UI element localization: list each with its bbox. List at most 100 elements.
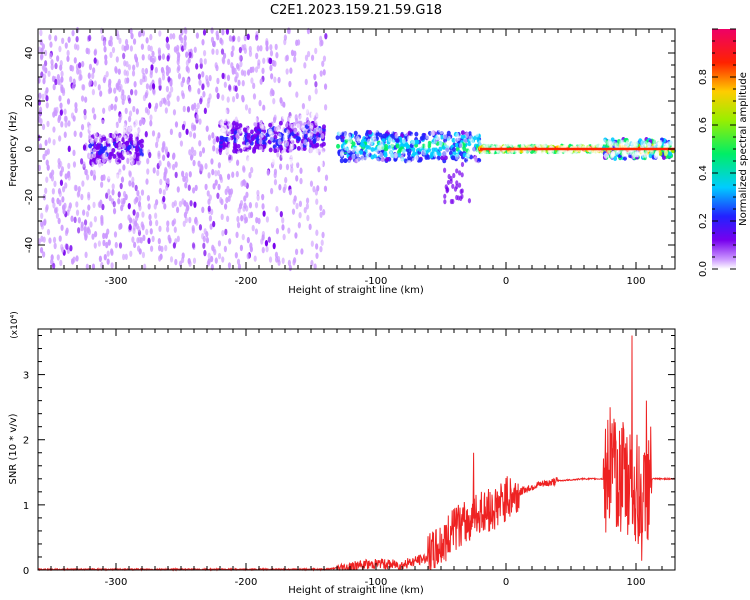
spectrogram-cell bbox=[85, 169, 89, 176]
spectrogram-cell bbox=[455, 184, 459, 190]
spectrogram-cell bbox=[365, 152, 370, 159]
spectrogram-cell bbox=[640, 150, 645, 157]
spectrogram-cell bbox=[309, 124, 314, 131]
spectrogram-cell bbox=[60, 224, 64, 231]
spectrogram-cell bbox=[307, 94, 312, 102]
spectrogram-cell bbox=[317, 165, 321, 173]
spectrogram-cell bbox=[484, 151, 489, 158]
spectrogram-cell bbox=[310, 54, 315, 61]
spectrogram-cell bbox=[138, 148, 143, 153]
spectrogram-cell bbox=[90, 119, 95, 126]
spectrogram-cell bbox=[186, 78, 190, 85]
spectrogram-marks bbox=[37, 26, 676, 272]
spectrogram-cell bbox=[162, 195, 166, 203]
spectrogram-cell bbox=[463, 137, 468, 144]
spectrogram-cell bbox=[460, 161, 465, 168]
spectrogram-cell bbox=[135, 196, 139, 203]
spec-y-tick-label: 20 bbox=[24, 95, 35, 108]
spectrogram-cell bbox=[51, 197, 55, 204]
spectrogram-cell bbox=[145, 37, 149, 44]
spectrogram-cell bbox=[658, 139, 663, 146]
spectrogram-cell bbox=[599, 140, 604, 147]
spectrogram-cell bbox=[210, 158, 214, 165]
spectrogram-cell bbox=[375, 157, 380, 164]
spectrogram-cell bbox=[527, 139, 532, 146]
spectrogram-cell bbox=[393, 152, 398, 159]
spectrogram-cell bbox=[281, 224, 285, 231]
spectrogram-cell bbox=[73, 184, 77, 192]
spectrogram-cell bbox=[106, 169, 111, 176]
spectrogram-cell bbox=[283, 38, 287, 46]
spectrogram-cell bbox=[339, 158, 344, 164]
spectrogram-cell bbox=[239, 60, 243, 68]
spectrogram-cell bbox=[395, 143, 400, 149]
spectrogram-cell bbox=[336, 143, 341, 149]
spectrogram-cell bbox=[301, 102, 306, 110]
spectrogram-ylabel: Frequency (Hz) bbox=[8, 111, 19, 187]
spectrogram-cell bbox=[242, 140, 247, 146]
spectrogram-cell bbox=[265, 45, 269, 52]
spectrogram-cell bbox=[236, 221, 241, 229]
spectrogram-cell bbox=[352, 166, 357, 173]
spectrogram-cell bbox=[314, 47, 318, 55]
spectrogram-cell bbox=[438, 115, 443, 122]
spectrogram-cell bbox=[164, 168, 168, 175]
spectrogram-cell bbox=[460, 130, 465, 136]
spectrogram-cell bbox=[460, 193, 464, 200]
spectrogram-cell bbox=[155, 102, 159, 110]
spectrogram-cell bbox=[144, 106, 149, 114]
spectrogram-cell bbox=[64, 182, 68, 189]
spectrogram-cell bbox=[78, 62, 82, 69]
spectrogram-cell bbox=[372, 119, 377, 126]
spectrogram-cell bbox=[287, 259, 291, 267]
spectrogram-cell bbox=[250, 108, 255, 115]
spectrogram-cell bbox=[288, 158, 293, 165]
spectrogram-cell bbox=[38, 106, 43, 113]
spectrogram-cell bbox=[319, 40, 323, 47]
spectrogram-cell bbox=[56, 78, 61, 86]
spectrogram-cell bbox=[262, 210, 266, 217]
spectrogram-cell bbox=[84, 226, 88, 233]
spectrogram-cell bbox=[64, 173, 68, 180]
spectrogram-cell bbox=[294, 248, 299, 256]
spectrogram-cell bbox=[215, 147, 219, 154]
spectrogram-cell bbox=[110, 262, 114, 269]
spectrogram-cell bbox=[273, 168, 278, 176]
spectrogram-cell bbox=[145, 83, 150, 90]
spectrogram-cell bbox=[291, 208, 296, 215]
spectrogram-cell bbox=[411, 139, 416, 146]
spectrogram-cell bbox=[155, 136, 160, 143]
spectrogram-cell bbox=[521, 140, 526, 147]
spectrogram-cell bbox=[107, 137, 112, 144]
spectrogram-cell bbox=[134, 89, 138, 96]
spectrogram-cell bbox=[112, 200, 116, 208]
spectrogram-cell bbox=[82, 144, 87, 151]
spectrogram-cell bbox=[154, 212, 158, 219]
spectrogram-cell bbox=[474, 150, 479, 157]
spectrogram-cell bbox=[473, 168, 478, 175]
spectrogram-cell bbox=[159, 178, 163, 186]
spectrogram-cell bbox=[132, 105, 136, 113]
spectrogram-cell bbox=[272, 116, 277, 124]
spectrogram-cell bbox=[109, 51, 113, 59]
spectrogram-cell bbox=[320, 152, 325, 159]
spectrogram-cell bbox=[92, 169, 96, 177]
spectrogram-cell bbox=[354, 220, 358, 226]
spectrogram-cell bbox=[59, 179, 64, 186]
spectrogram-cell bbox=[54, 78, 58, 86]
snr-xlabel: Height of straight line (km) bbox=[288, 585, 424, 596]
spectrogram-cell bbox=[166, 160, 171, 168]
spectrogram-cell bbox=[356, 125, 361, 132]
spectrogram-cell bbox=[164, 244, 168, 252]
spectrogram-cell bbox=[56, 254, 60, 261]
spectrogram-cell bbox=[122, 52, 126, 60]
spectrogram-cell bbox=[257, 217, 261, 225]
spectrogram-cell bbox=[185, 59, 189, 67]
spectrogram-cell bbox=[128, 97, 132, 104]
spectrogram-cell bbox=[383, 150, 388, 156]
spectrogram-cell bbox=[446, 179, 451, 186]
spectrogram-cell bbox=[127, 144, 132, 150]
spectrogram-cell bbox=[123, 69, 127, 76]
spectrogram-cell bbox=[109, 248, 114, 255]
spectrogram-cell bbox=[281, 217, 285, 224]
